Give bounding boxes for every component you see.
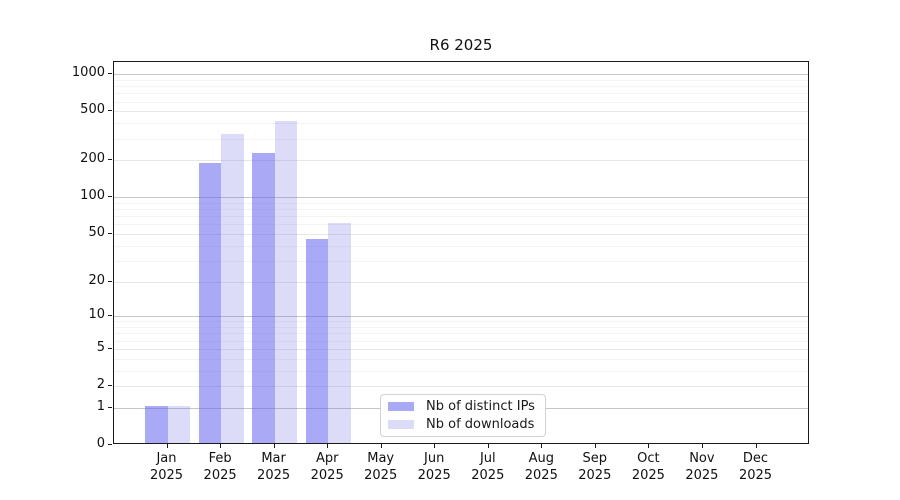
y-tick-label-20: 20: [88, 272, 105, 288]
y-tick-mark-5: [108, 347, 112, 349]
gridline-minor-9: [114, 321, 808, 323]
x-tick-label-2: Mar 2025: [257, 451, 291, 483]
bar-nb-of-distinct-ips-jan-2025: [145, 405, 168, 443]
gridline-minor-800: [114, 86, 808, 88]
y-tick-label-0: 0: [96, 436, 105, 451]
gridline-minor-40: [114, 245, 808, 247]
x-tick-label-10: Nov 2025: [685, 451, 719, 483]
bar-nb-of-distinct-ips-mar-2025: [252, 153, 275, 443]
legend-label-distinct-ips: Nb of distinct IPs: [426, 399, 535, 414]
gridline-minor-7: [114, 333, 808, 335]
y-tick-label-10: 10: [88, 307, 105, 323]
plot-area: Nb of distinct IPs Nb of downloads: [113, 61, 809, 444]
x-tick-mark-4: [380, 444, 382, 448]
x-tick-mark-11: [755, 444, 757, 448]
y-tick-mark-2: [108, 385, 112, 386]
y-tick-label-200: 200: [80, 151, 105, 167]
gridline-minor-3: [114, 370, 808, 372]
legend: Nb of distinct IPs Nb of downloads: [380, 394, 546, 437]
x-tick-label-7: Aug 2025: [524, 451, 558, 483]
y-tick-label-2: 2: [96, 377, 105, 392]
y-tick-mark-1: [108, 406, 112, 408]
gridline-minor-700: [114, 93, 808, 95]
x-tick-label-4: May 2025: [364, 451, 398, 483]
gridline-minor-30: [114, 260, 808, 262]
gridline-minor-70: [114, 216, 808, 218]
gridline-5: [114, 348, 808, 350]
legend-swatch-distinct-ips: [388, 402, 414, 411]
y-tick-label-100: 100: [80, 188, 105, 204]
gridline-minor-300: [114, 138, 808, 140]
x-tick-label-6: Jul 2025: [471, 451, 505, 483]
y-tick-mark-100: [108, 196, 112, 198]
bar-nb-of-downloads-jan-2025: [167, 405, 190, 443]
x-tick-mark-7: [541, 444, 543, 448]
gridline-1000: [114, 74, 808, 76]
x-tick-label-9: Oct 2025: [631, 451, 665, 483]
y-tick-label-5: 5: [96, 339, 105, 355]
gridline-50: [114, 234, 808, 235]
gridline-minor-90: [114, 202, 808, 204]
y-tick-label-500: 500: [80, 102, 105, 118]
x-tick-mark-9: [648, 444, 650, 448]
gridline-200: [114, 160, 808, 162]
gridline-minor-60: [114, 224, 808, 226]
x-tick-label-5: Jun 2025: [417, 451, 451, 483]
y-tick-mark-500: [108, 110, 112, 112]
legend-label-downloads: Nb of downloads: [426, 417, 535, 432]
y-tick-mark-1000: [108, 73, 112, 75]
gridline-minor-80: [114, 209, 808, 211]
x-tick-label-11: Dec 2025: [738, 451, 773, 483]
gridline-20: [114, 281, 808, 283]
gridline-500: [114, 111, 808, 113]
x-tick-label-0: Jan 2025: [149, 451, 184, 483]
x-tick-label-8: Sep 2025: [578, 451, 612, 483]
x-tick-mark-6: [487, 444, 489, 448]
y-tick-mark-50: [108, 233, 112, 234]
gridline-2: [114, 386, 808, 387]
x-tick-mark-1: [220, 444, 222, 448]
y-tick-mark-10: [108, 315, 112, 317]
gridline-minor-400: [114, 123, 808, 125]
gridline-100: [114, 197, 808, 199]
x-tick-mark-2: [273, 444, 275, 448]
gridline-10: [114, 316, 808, 318]
bar-nb-of-downloads-mar-2025: [274, 121, 298, 443]
gridline-minor-8: [114, 327, 808, 329]
gridline-minor-4: [114, 358, 808, 360]
legend-swatch-downloads: [388, 420, 414, 429]
y-tick-mark-20: [108, 280, 112, 282]
y-tick-label-1: 1: [96, 398, 105, 414]
x-tick-mark-0: [166, 444, 168, 448]
bar-nb-of-distinct-ips-feb-2025: [198, 163, 222, 443]
bar-nb-of-distinct-ips-apr-2025: [305, 238, 329, 443]
y-tick-mark-0: [108, 444, 112, 445]
x-tick-mark-10: [701, 444, 703, 448]
legend-item-downloads: Nb of downloads: [388, 416, 545, 434]
bar-nb-of-downloads-feb-2025: [221, 133, 244, 443]
x-tick-mark-5: [434, 444, 436, 448]
bar-nb-of-downloads-apr-2025: [328, 223, 351, 443]
x-tick-label-3: Apr 2025: [310, 451, 344, 483]
y-tick-label-1000: 1000: [71, 65, 105, 81]
y-tick-label-50: 50: [88, 225, 105, 240]
gridline-minor-900: [114, 79, 808, 81]
x-tick-label-1: Feb 2025: [203, 451, 237, 483]
legend-item-distinct-ips: Nb of distinct IPs: [388, 398, 545, 416]
y-tick-mark-200: [108, 159, 112, 161]
x-tick-mark-8: [594, 444, 596, 448]
gridline-minor-6: [114, 340, 808, 342]
chart-title: R6 2025: [429, 36, 493, 54]
x-tick-mark-3: [327, 444, 329, 448]
gridline-minor-600: [114, 101, 808, 103]
